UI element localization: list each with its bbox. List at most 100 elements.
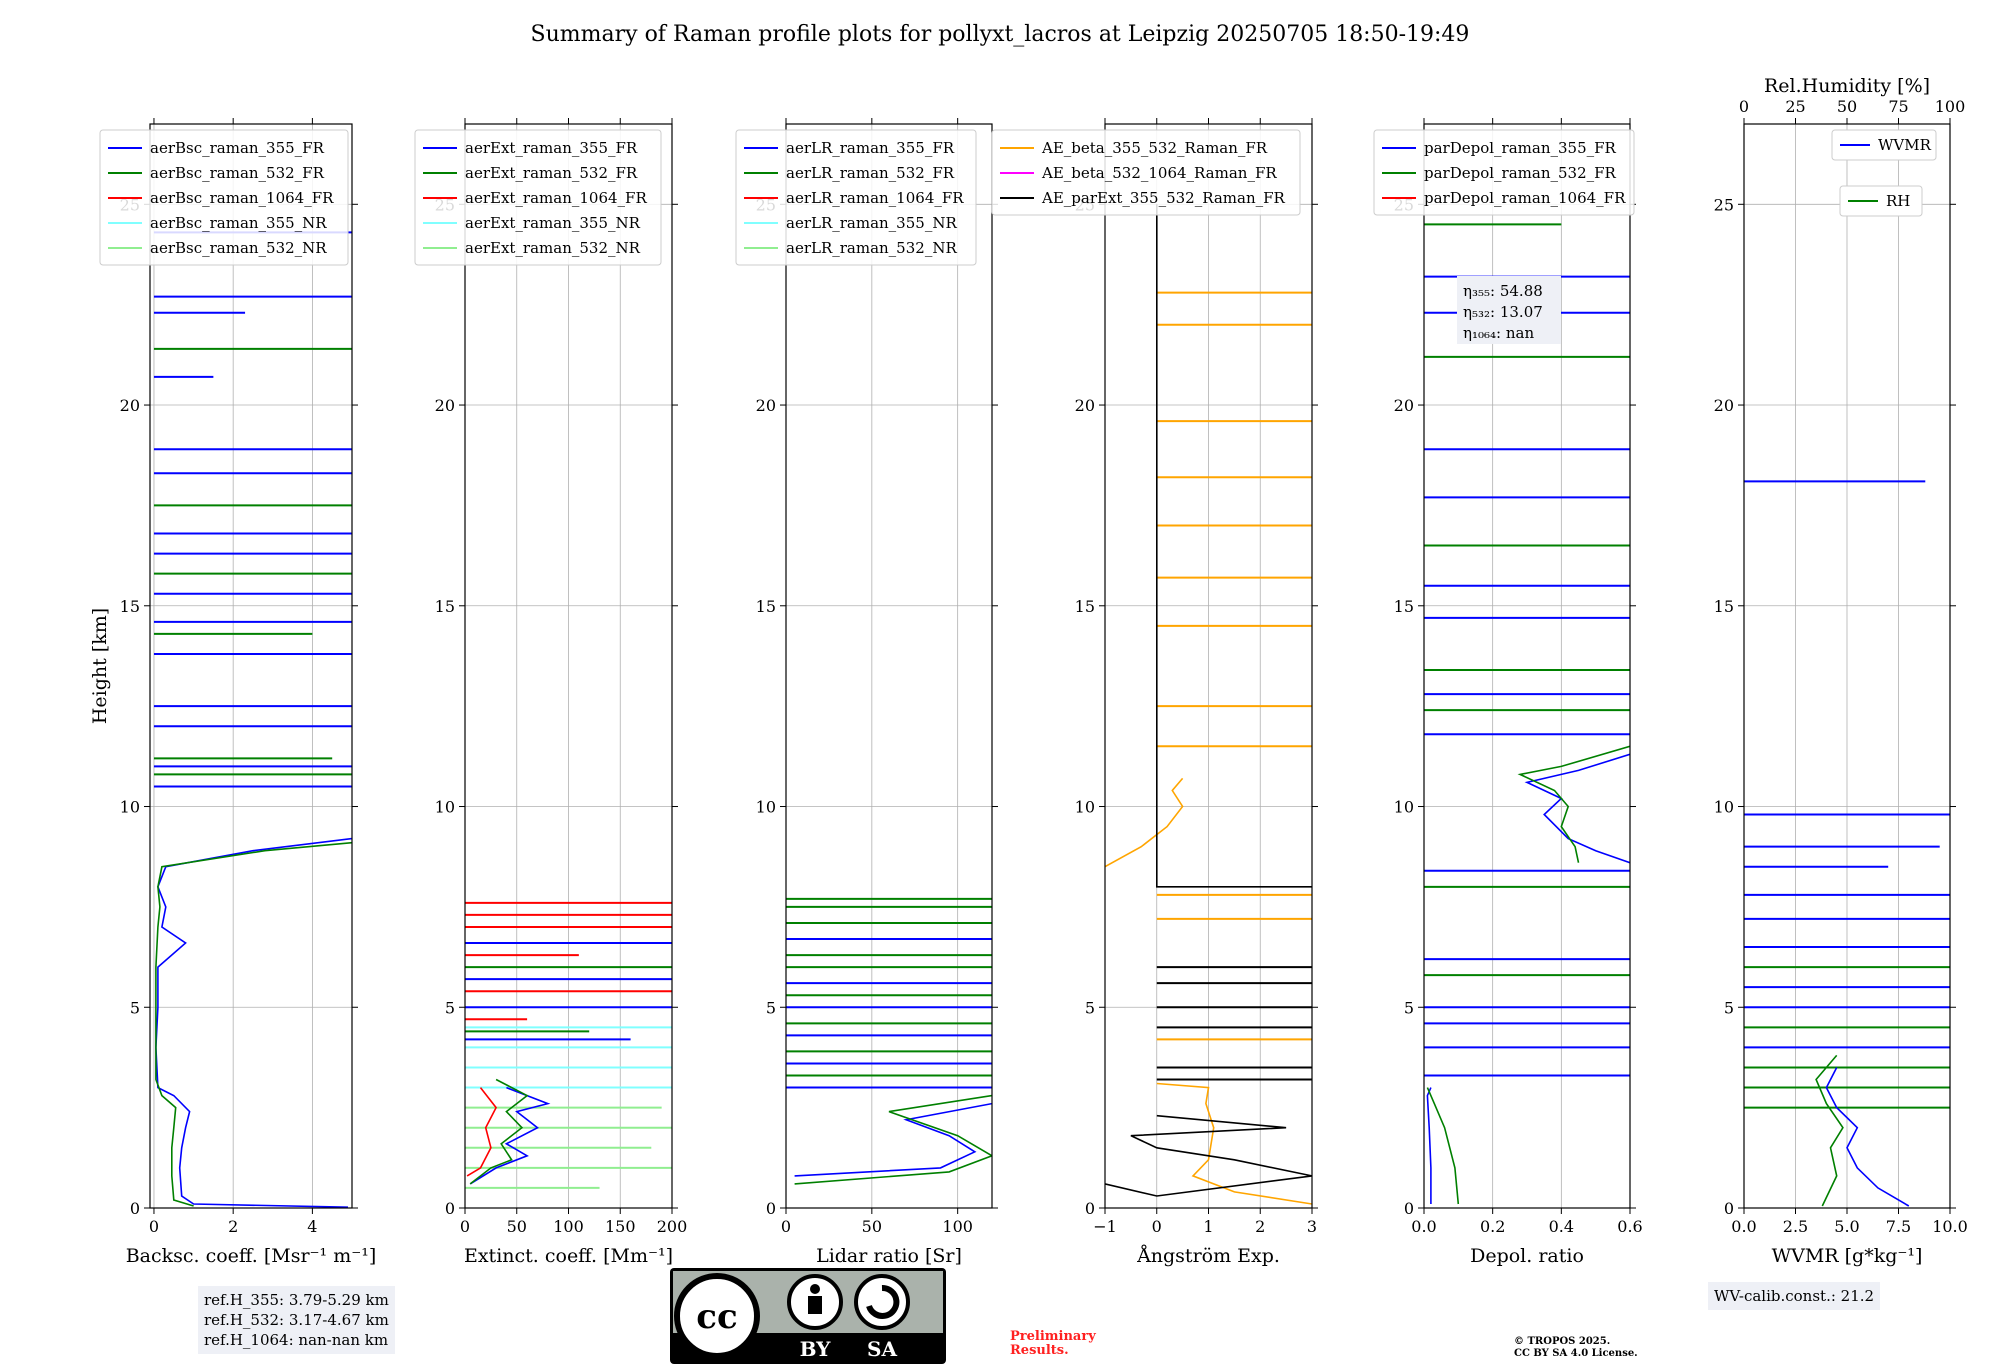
preliminary-line-2: Results. (1010, 1343, 1069, 1358)
x-tick-label: 1 (1203, 1217, 1213, 1236)
x-tick-label: −1 (1093, 1217, 1117, 1236)
series-AE_parExt_355_532_Raman_FR (1105, 1114, 1312, 1197)
annotation-line: η₁₀₆₄: nan (1463, 324, 1534, 342)
x-tick-label: 0 (460, 1217, 470, 1236)
series-aerBsc_raman_532_FR (155, 841, 352, 1207)
legend-entry: aerExt_raman_532_FR (465, 164, 638, 182)
top-x-tick-label: 0 (1739, 97, 1749, 116)
y-tick-label: 5 (130, 998, 140, 1017)
legend-box (1831, 129, 1937, 161)
legend-entry: aerBsc_raman_355_NR (150, 214, 327, 232)
axes-frame (785, 123, 993, 1209)
annotation-line: η₅₃₂: 13.07 (1463, 303, 1543, 321)
x-axis-label: Backsc. coeff. [Msr⁻¹ m⁻¹] (126, 1245, 377, 1267)
eta-annotation: η₃₅₅: 54.88 η₅₃₂: 13.07 η₁₀₆₄: nan (1457, 276, 1561, 344)
panel-extinction: 0501001502000510152025Extinct. coeff. [M… (414, 118, 688, 1267)
y-tick-label: 5 (1404, 998, 1414, 1017)
y-tick-label: 15 (435, 597, 455, 616)
x-axis-label: Lidar ratio [Sr] (816, 1245, 962, 1267)
figure-title: Summary of Raman profile plots for polly… (530, 22, 1470, 47)
by-label: BY (800, 1337, 832, 1361)
y-tick-label: 25 (1714, 195, 1734, 214)
x-tick-label: 0 (1152, 1217, 1162, 1236)
legend-entry: AE_beta_532_1064_Raman_FR (1041, 164, 1277, 182)
preliminary-note: Preliminary Results. (1010, 1330, 1096, 1358)
panel-backscatter: 0240510152025Backsc. coeff. [Msr⁻¹ m⁻¹]a… (99, 118, 377, 1267)
x-tick-label: 0.0 (1731, 1217, 1756, 1236)
annotation-line: η₃₅₅: 54.88 (1463, 282, 1543, 300)
legend-entry: WVMR (1878, 136, 1932, 154)
ref-h-355: ref.H_355: 3.79-5.29 km (204, 1291, 389, 1309)
series-WVMR (1825, 1067, 1910, 1207)
series-aerBsc_raman_355_FR (155, 837, 352, 1208)
legend-box (414, 129, 662, 266)
data-layer (1744, 480, 1950, 1207)
y-tick-label: 5 (445, 998, 455, 1017)
legend-entry: RH (1886, 192, 1910, 210)
series-aerExt_raman_1064_FR (466, 1087, 498, 1177)
copyright-note: © TROPOS 2025. CC BY SA 4.0 License. (1514, 1336, 1638, 1360)
legend-entry: AE_parExt_355_532_Raman_FR (1041, 189, 1286, 207)
y-tick-label: 15 (756, 597, 776, 616)
x-tick-label: 2 (1255, 1217, 1265, 1236)
y-tick-label: 10 (1075, 798, 1095, 817)
legend-entry: aerExt_raman_532_NR (465, 239, 641, 257)
data-layer (786, 897, 992, 1185)
legend-entry: aerExt_raman_1064_FR (465, 189, 647, 207)
legend-entry: aerBsc_raman_532_FR (150, 164, 325, 182)
x-tick-label: 0 (781, 1217, 791, 1236)
y-tick-label: 20 (1714, 396, 1734, 415)
series-aerLR_raman_532_FR (794, 1094, 992, 1185)
copyright-line-2: CC BY SA 4.0 License. (1514, 1348, 1638, 1359)
legend: parDepol_raman_355_FR parDepol_raman_532_… (1373, 129, 1635, 216)
y-tick-label: 20 (120, 396, 140, 415)
series-parDepol_raman_355_FR (1426, 1087, 1432, 1204)
legend-entry: aerBsc_raman_355_FR (150, 139, 325, 157)
legend-box (1373, 129, 1635, 216)
x-axis-label: Extinct. coeff. [Mm⁻¹] (464, 1245, 673, 1267)
legend-entry: aerLR_raman_1064_FR (786, 189, 964, 207)
axes-frame (149, 123, 353, 1209)
y-tick-label: 15 (120, 597, 140, 616)
y-tick-label: 20 (756, 396, 776, 415)
cc-icon-text: cc (696, 1297, 737, 1337)
legend-box (1839, 185, 1923, 217)
series-AE_parExt_355_532_Raman_FR (upper) (1156, 204, 1312, 888)
y-axis-label: Height [km] (89, 608, 111, 724)
y-tick-label: 10 (120, 798, 140, 817)
series-parDepol_raman_532_FR (1426, 1087, 1460, 1205)
sa-label: SA (867, 1337, 897, 1361)
wv-calibration-box: WV-calib.const.: 21.2 (1708, 1282, 1881, 1310)
series-aerExt_raman_355_FR (469, 1086, 551, 1185)
legend: aerLR_raman_355_FR aerLR_raman_532_FR aerL… (735, 129, 977, 266)
panel-angstrom: −101230510152025Ångström Exp.AE_beta_355… (991, 118, 1318, 1267)
legend-entry: aerExt_raman_355_NR (465, 214, 641, 232)
x-tick-label: 100 (942, 1217, 973, 1236)
y-tick-label: 15 (1394, 597, 1414, 616)
x-axis-label: Depol. ratio (1470, 1245, 1584, 1267)
y-tick-label: 15 (1075, 597, 1095, 616)
top-x-tick-label: 75 (1888, 97, 1908, 116)
series-parDepol_raman_532_FR (cirrus) (1517, 745, 1630, 863)
x-tick-label: 0.4 (1549, 1217, 1574, 1236)
panel-lidar-ratio: 0501000510152025Lidar ratio [Sr]aerLR_ra… (735, 118, 998, 1267)
x-tick-label: 2 (228, 1217, 238, 1236)
y-tick-label: 20 (1075, 396, 1095, 415)
top-x-tick-label: 50 (1837, 97, 1857, 116)
x-tick-label: 4 (307, 1217, 317, 1236)
series-aerLR_raman_355_FR (794, 1102, 992, 1177)
preliminary-line-1: Preliminary (1010, 1329, 1096, 1344)
x-tick-label: 200 (657, 1217, 688, 1236)
y-tick-label: 5 (766, 998, 776, 1017)
y-tick-label: 5 (1085, 998, 1095, 1017)
x-tick-label: 100 (553, 1217, 584, 1236)
legend-entry: aerExt_raman_355_FR (465, 139, 638, 157)
data-layer (1424, 223, 1630, 1205)
cc-icon (674, 1273, 760, 1359)
data-layer (465, 901, 672, 1189)
y-tick-label: 10 (435, 798, 455, 817)
x-tick-label: 0.6 (1617, 1217, 1642, 1236)
legend-box (991, 129, 1301, 216)
legend-entry: parDepol_raman_355_FR (1424, 139, 1617, 157)
